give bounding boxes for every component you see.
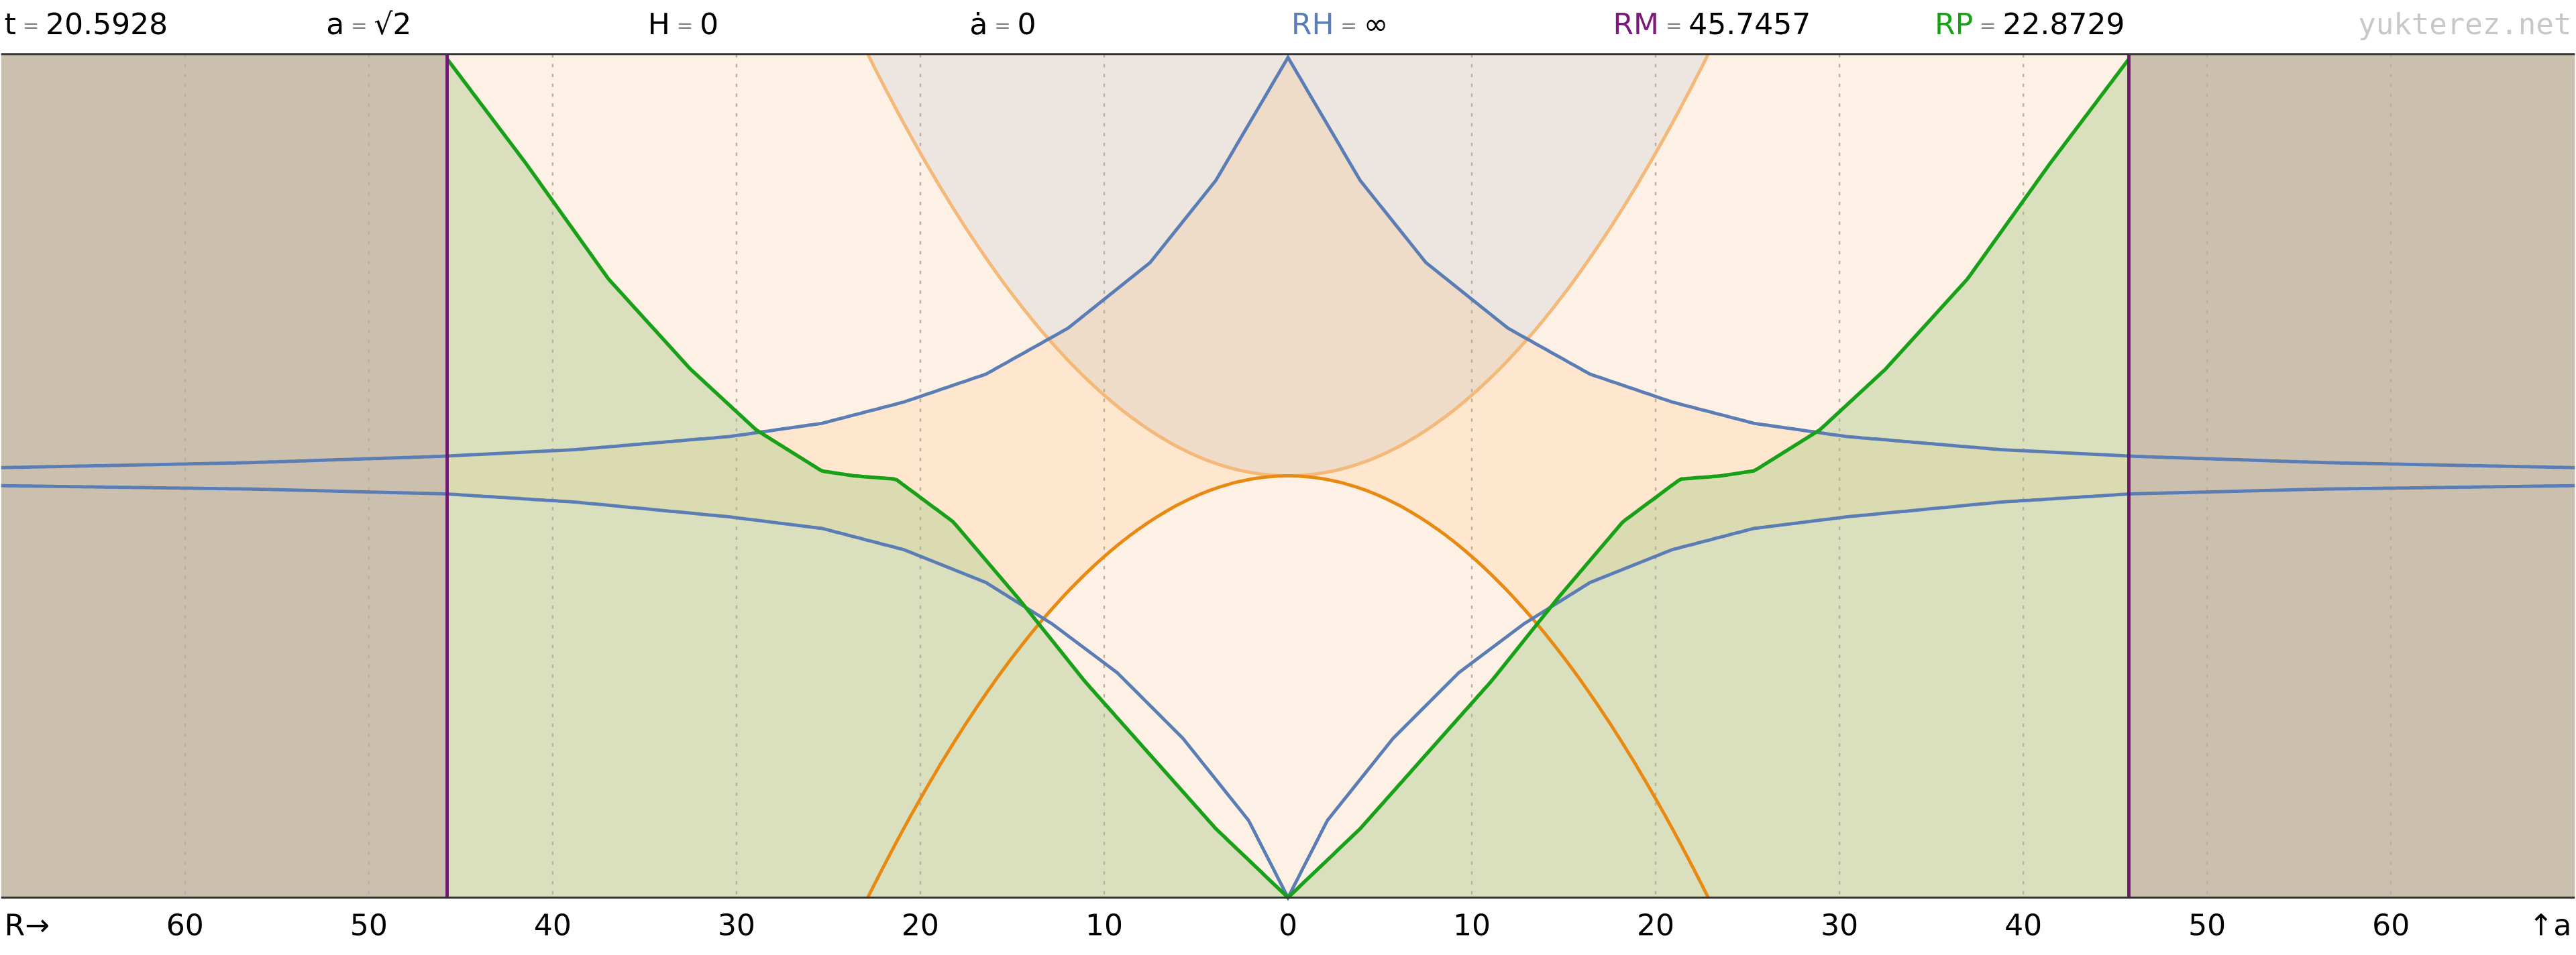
header-label: RH	[1291, 7, 1334, 42]
header-value: 45.7457	[1688, 7, 1811, 42]
x-tick-label: 10	[1453, 908, 1491, 942]
header-equals: =	[351, 14, 368, 37]
header-item: RM = 45.7457	[1613, 7, 1811, 42]
x-tick-label: 40	[534, 908, 572, 942]
header-value: ∞	[1364, 7, 1389, 42]
x-tick-label: 60	[166, 908, 204, 942]
x-tick-label: 20	[902, 908, 939, 942]
grid	[184, 54, 2392, 898]
x-tick-label: 50	[2188, 908, 2226, 942]
x-tick-label: 10	[1085, 908, 1123, 942]
region-peach	[447, 54, 2129, 476]
header-label: H	[648, 7, 670, 42]
header-equals: =	[677, 14, 694, 37]
curve-blue-upper	[1, 54, 2575, 469]
header-equals: =	[23, 14, 40, 37]
outer-region	[2129, 54, 2575, 898]
curve-orange	[866, 474, 1710, 899]
header-value: 20.5928	[46, 7, 168, 42]
header-item: RH = ∞	[1291, 7, 1389, 42]
header: t = 20.5928 a = √2 H = 0 ȧ = 0 RH = ∞ RM = 45.7457 RP = 22.8…	[5, 7, 2125, 42]
region-green	[447, 58, 2129, 898]
x-tick-label: 50	[350, 908, 388, 942]
region-gray	[867, 54, 1709, 339]
header-value: √2	[374, 7, 411, 42]
header-value: 0	[1018, 7, 1036, 42]
axis-left-label: R→	[5, 908, 50, 942]
axis-right-label: ↑a	[2528, 908, 2571, 942]
x-tick-label: 20	[1637, 908, 1674, 942]
x-tick-label: 0	[1279, 908, 1297, 942]
regions	[1, 54, 2575, 898]
header-label: ȧ	[969, 7, 987, 42]
header-label: RM	[1613, 7, 1659, 42]
curve-green	[445, 58, 2131, 900]
x-tick-label: 30	[1821, 908, 1858, 942]
header-equals: =	[994, 14, 1011, 37]
outer-region	[1, 54, 447, 898]
header-label: a	[326, 7, 344, 42]
watermark: yukterez.net	[2358, 7, 2571, 42]
axis-ticks: 60 50 40 30 20 10 0 10 20 30 40 50 60	[166, 908, 2410, 942]
header-item: ȧ = 0	[969, 7, 1036, 42]
header-label: RP	[1935, 7, 1973, 42]
x-tick-label: 40	[2004, 908, 2042, 942]
x-tick-label: 30	[718, 908, 755, 942]
header-item: a = √2	[326, 7, 411, 42]
header-value: 0	[700, 7, 718, 42]
curves	[1, 53, 2575, 901]
header-item: t = 20.5928	[5, 7, 168, 42]
header-equals: =	[1980, 14, 1996, 37]
x-tick-label: 60	[2372, 908, 2410, 942]
header-item: RP = 22.8729	[1935, 7, 2125, 42]
header-equals: =	[1666, 14, 1682, 37]
header-equals: =	[1340, 14, 1357, 37]
header-label: t	[5, 7, 16, 42]
header-item: H = 0	[648, 7, 718, 42]
header-value: 22.8729	[2002, 7, 2125, 42]
